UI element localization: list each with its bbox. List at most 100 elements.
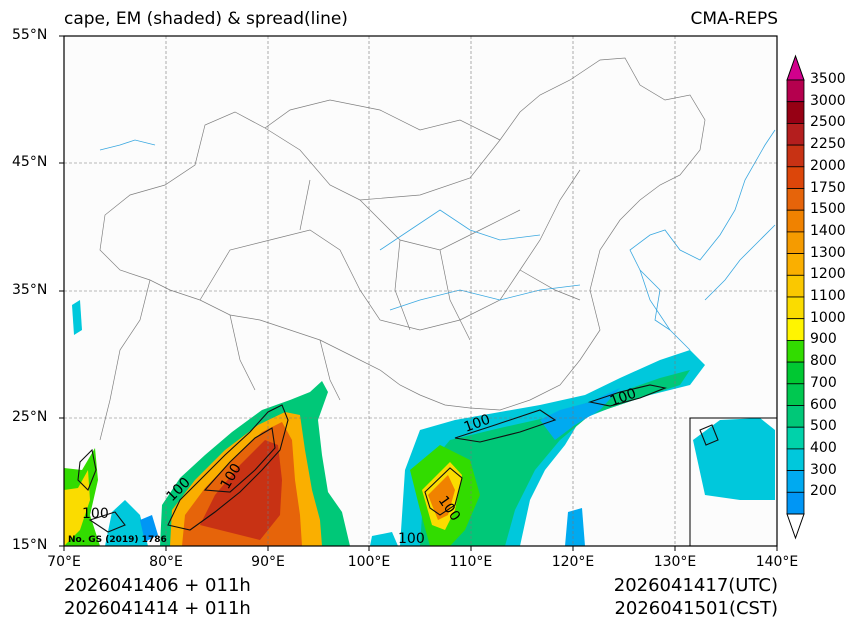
cape-patch-malay bbox=[370, 532, 398, 546]
colorbar-swatch bbox=[786, 188, 805, 211]
gridlines bbox=[64, 36, 777, 546]
lat-label-15n: 15°N bbox=[12, 537, 48, 553]
colorbar-level-label: 400 bbox=[810, 439, 837, 456]
colorbar bbox=[786, 54, 805, 540]
colorbar-level-label: 3500 bbox=[810, 71, 846, 87]
colorbar-level-label: 900 bbox=[810, 331, 837, 348]
spread-contour-india-south bbox=[88, 511, 126, 533]
init-time-cst: 2026041414 + 011h bbox=[64, 598, 251, 619]
colorbar-swatch bbox=[786, 405, 805, 428]
lon-label-70e: 70°E bbox=[47, 554, 81, 570]
cape-inset-region bbox=[693, 418, 775, 500]
colorbar-swatch bbox=[786, 491, 805, 515]
colorbar-swatch bbox=[786, 101, 805, 124]
colorbar-swatch bbox=[786, 231, 805, 254]
lon-label-120e: 120°E bbox=[551, 554, 595, 570]
yangtze-river bbox=[389, 284, 581, 311]
colorbar-swatch bbox=[786, 448, 805, 471]
province-lines bbox=[199, 169, 581, 341]
colorbar-level-label: 300 bbox=[810, 461, 837, 478]
japan-coast bbox=[704, 224, 776, 301]
lake-balkhash bbox=[99, 139, 156, 151]
lon-label-80e: 80°E bbox=[149, 554, 183, 570]
colorbar-level-label: 500 bbox=[810, 418, 837, 435]
lon-label-130e: 130°E bbox=[653, 554, 697, 570]
cape-region-vietnam-core bbox=[428, 475, 455, 520]
country-borders bbox=[99, 57, 706, 441]
cape-region-arabian-inner bbox=[64, 470, 90, 546]
colorbar-swatch bbox=[786, 361, 805, 385]
korea-coast bbox=[639, 269, 671, 331]
spread-contour-taiwan bbox=[587, 384, 667, 407]
colorbar-swatch bbox=[786, 123, 805, 146]
colorbar-level-label: 800 bbox=[810, 353, 837, 370]
lat-label-35n: 35°N bbox=[12, 282, 48, 298]
colorbar-level-label: 1400 bbox=[810, 222, 846, 239]
cape-region-taiwan-east bbox=[540, 388, 620, 440]
lon-label-100e: 100°E bbox=[347, 554, 391, 570]
colorbar-bottom-arrow bbox=[786, 513, 805, 540]
mongolia-border bbox=[264, 99, 501, 141]
colorbar-level-label: 1100 bbox=[810, 288, 846, 304]
spread-contour-gulf bbox=[454, 409, 557, 443]
colorbar-level-label: 700 bbox=[810, 374, 837, 391]
spread-contour-vietnam bbox=[424, 467, 463, 516]
yellow-river bbox=[379, 209, 541, 251]
valid-time-utc: 2026041417(UTC) bbox=[613, 575, 778, 596]
spread-contour-bay-inner bbox=[203, 427, 276, 493]
lat-label-25n: 25°N bbox=[12, 409, 48, 425]
colorbar-level-label: 200 bbox=[810, 483, 837, 500]
colorbar-swatch bbox=[786, 318, 805, 341]
colorbar-top-arrow bbox=[786, 54, 805, 81]
valid-time-cst: 2026041501(CST) bbox=[614, 598, 778, 619]
lat-label-45n: 45°N bbox=[12, 154, 48, 170]
colorbar-swatch bbox=[786, 166, 805, 189]
lat-label-55n: 55°N bbox=[12, 27, 48, 43]
colorbar-level-label: 2250 bbox=[810, 136, 846, 153]
colorbar-swatch bbox=[786, 209, 805, 233]
cape-region-bay-max bbox=[200, 440, 282, 540]
spread-contour-arabian bbox=[77, 448, 97, 491]
india-border bbox=[99, 279, 341, 441]
map-title: cape, EM (shaded) & spread(line) bbox=[64, 9, 348, 29]
coastlines-rivers bbox=[99, 129, 776, 351]
cape-patch-sri-lanka bbox=[140, 515, 158, 542]
colorbar-level-label: 1750 bbox=[810, 179, 846, 196]
colorbar-level-label: 3000 bbox=[810, 92, 846, 109]
cape-region-scs-inner bbox=[420, 370, 690, 546]
cape-patch-tibet bbox=[72, 300, 82, 335]
colorbar-swatch bbox=[786, 296, 805, 320]
colorbar-swatch bbox=[786, 339, 805, 363]
colorbar-swatch bbox=[786, 383, 805, 406]
colorbar-level-label: 1200 bbox=[810, 266, 846, 283]
colorbar-swatch bbox=[786, 79, 805, 103]
model-name: CMA-REPS bbox=[690, 9, 778, 29]
spread-contour-bay bbox=[167, 404, 289, 531]
china-border bbox=[99, 57, 706, 411]
china-coastline bbox=[629, 129, 776, 351]
colorbar-level-label: 1500 bbox=[810, 201, 846, 218]
colorbar-level-label: 2500 bbox=[810, 114, 846, 131]
cape-shading bbox=[64, 300, 775, 546]
lon-label-110e: 110°E bbox=[449, 554, 493, 570]
colorbar-swatch bbox=[786, 274, 805, 298]
colorbar-swatch bbox=[786, 426, 805, 450]
colorbar-level-label: 1000 bbox=[810, 309, 846, 326]
init-time-utc: 2026041406 + 011h bbox=[64, 575, 251, 596]
spread-contours bbox=[77, 384, 719, 533]
colorbar-swatch bbox=[786, 470, 805, 493]
colorbar-swatch bbox=[786, 253, 805, 276]
spread-contour-inset bbox=[699, 424, 719, 446]
colorbar-level-label: 1300 bbox=[810, 244, 846, 261]
colorbar-level-label: 600 bbox=[810, 396, 837, 413]
contour-label: 100 bbox=[82, 506, 109, 522]
contour-label: 100 bbox=[398, 531, 425, 547]
lon-label-90e: 90°E bbox=[251, 554, 285, 570]
colorbar-swatch bbox=[786, 144, 805, 168]
cape-patch-borneo bbox=[565, 508, 585, 546]
lon-label-140e: 140°E bbox=[755, 554, 799, 570]
cape-region-india-south bbox=[105, 500, 148, 546]
colorbar-level-label: 2000 bbox=[810, 157, 846, 174]
map-approval-note: No. GS (2019) 1786 bbox=[68, 535, 167, 545]
